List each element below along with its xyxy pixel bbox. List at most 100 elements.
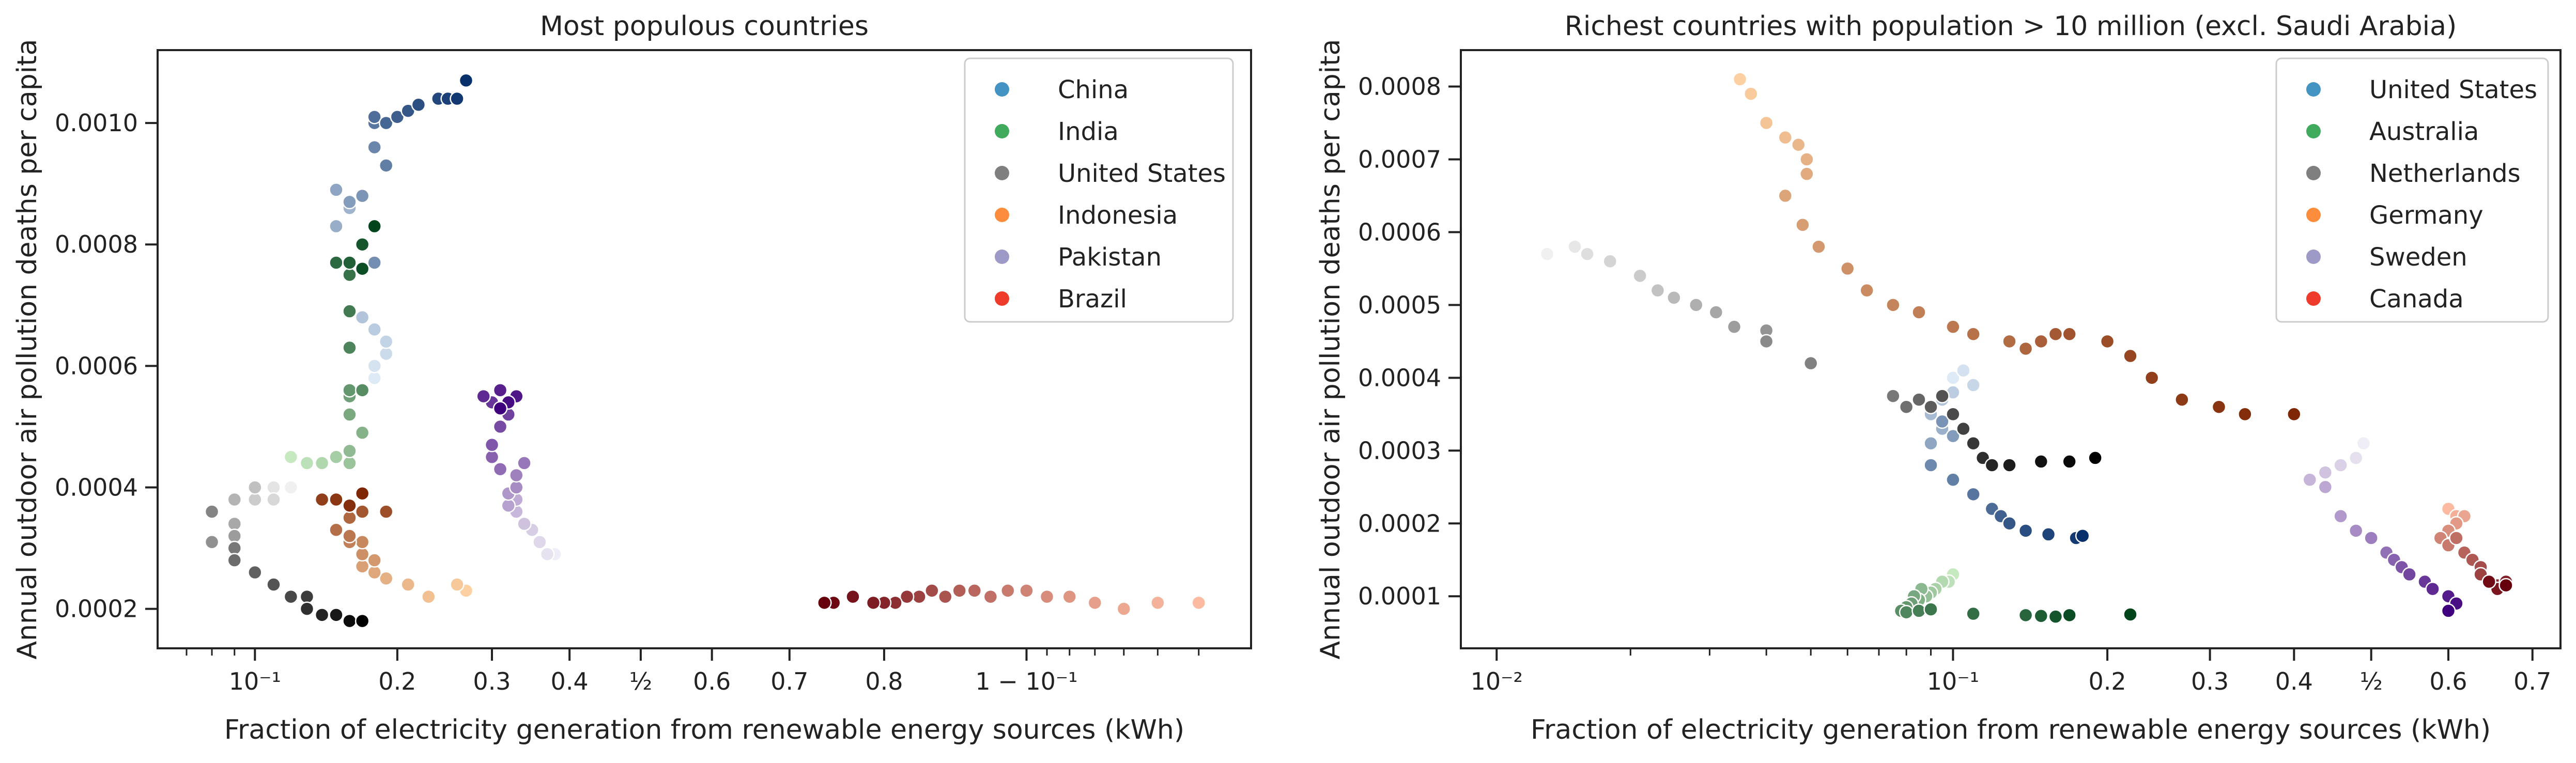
point-india bbox=[283, 449, 299, 464]
point-sweden bbox=[2348, 450, 2364, 465]
legend-marker bbox=[995, 250, 1009, 264]
point-united-states bbox=[299, 589, 315, 604]
point-indonesia bbox=[354, 559, 370, 574]
legend-marker bbox=[995, 82, 1009, 97]
legend-label: Germany bbox=[2369, 201, 2484, 230]
point-australia bbox=[1899, 604, 1914, 620]
point-netherlands bbox=[1923, 399, 1938, 414]
point-germany bbox=[1732, 72, 1748, 87]
x-tick-label: 0.2 bbox=[378, 667, 416, 695]
y-axis-label: Annual outdoor air pollution deaths per … bbox=[12, 39, 43, 660]
point-china bbox=[458, 73, 474, 88]
point-pakistan bbox=[484, 437, 500, 453]
point-united-states bbox=[1966, 487, 1981, 502]
point-india bbox=[342, 304, 357, 319]
x-tick-label: 0.2 bbox=[2089, 667, 2126, 695]
point-sweden bbox=[2348, 523, 2364, 538]
point-netherlands bbox=[1708, 305, 1724, 320]
x-tick-label: 0.6 bbox=[2429, 667, 2467, 695]
point-brazil bbox=[938, 589, 953, 604]
x-tick-label: 10⁻¹ bbox=[229, 667, 281, 695]
point-united-states bbox=[1966, 378, 1981, 393]
y-tick-label: 0.0007 bbox=[1358, 145, 1441, 173]
point-indonesia bbox=[354, 504, 370, 519]
point-brazil bbox=[1191, 595, 1206, 611]
legend-label: Brazil bbox=[1058, 285, 1127, 314]
point-australia bbox=[2048, 609, 2063, 624]
point-pakistan bbox=[484, 449, 500, 464]
point-germany bbox=[1946, 319, 1961, 334]
legend-marker bbox=[2306, 124, 2321, 138]
point-netherlands bbox=[1886, 388, 1901, 403]
point-united-states bbox=[299, 601, 315, 616]
point-india bbox=[354, 261, 370, 276]
point-germany bbox=[2100, 334, 2115, 349]
x-tick-label: 0.6 bbox=[693, 667, 731, 695]
point-united-states bbox=[1946, 472, 1961, 487]
point-netherlands bbox=[1602, 254, 1617, 269]
point-china bbox=[354, 188, 370, 204]
point-brazil bbox=[1019, 583, 1034, 598]
point-australia bbox=[2062, 608, 2077, 623]
point-india bbox=[342, 383, 357, 398]
point-united-states bbox=[2041, 527, 2056, 542]
point-germany bbox=[2048, 326, 2063, 342]
point-united-states bbox=[2075, 528, 2090, 543]
point-china bbox=[378, 346, 394, 362]
y-tick-label: 0.0008 bbox=[1358, 72, 1441, 100]
point-australia bbox=[2123, 607, 2138, 622]
x-tick-label: 0.7 bbox=[2513, 667, 2551, 695]
point-indonesia bbox=[367, 565, 382, 580]
point-netherlands bbox=[1899, 399, 1914, 414]
point-germany bbox=[2062, 326, 2077, 342]
point-germany bbox=[1840, 261, 1855, 276]
point-china bbox=[367, 255, 382, 270]
chart-panel-1: Most populous countries Fraction of elect… bbox=[12, 11, 1252, 745]
point-germany bbox=[1795, 217, 1810, 232]
data-points bbox=[1539, 72, 2513, 624]
point-netherlands bbox=[1632, 268, 1647, 284]
point-united-states bbox=[1923, 458, 1938, 473]
plot-frame bbox=[1460, 49, 2562, 649]
point-germany bbox=[1778, 188, 1793, 204]
point-indonesia bbox=[354, 547, 370, 562]
point-brazil bbox=[983, 589, 998, 604]
point-united-states bbox=[266, 577, 281, 592]
point-india bbox=[354, 237, 370, 252]
point-netherlands bbox=[2002, 458, 2017, 473]
point-china bbox=[367, 370, 382, 386]
legend-box bbox=[2275, 57, 2549, 323]
point-united-states bbox=[248, 480, 263, 495]
point-germany bbox=[1778, 130, 1793, 145]
point-germany bbox=[1859, 283, 1874, 298]
y-tick-label: 0.0002 bbox=[55, 595, 138, 623]
point-sweden bbox=[2333, 508, 2348, 524]
point-india bbox=[342, 340, 357, 355]
y-tick-label: 0.0004 bbox=[1358, 364, 1441, 392]
point-brazil bbox=[967, 583, 982, 598]
legend-label: Canada bbox=[2369, 285, 2464, 314]
point-china bbox=[354, 310, 370, 325]
point-indonesia bbox=[314, 492, 330, 507]
legend-marker bbox=[995, 124, 1009, 138]
point-united-states bbox=[283, 589, 299, 604]
point-netherlands bbox=[1803, 355, 1818, 371]
point-united-states bbox=[283, 480, 299, 495]
point-germany bbox=[1799, 166, 1814, 181]
x-tick-label: 0.7 bbox=[770, 667, 808, 695]
point-china bbox=[329, 182, 344, 197]
point-germany bbox=[1744, 86, 1759, 101]
point-china bbox=[367, 359, 382, 373]
point-netherlands bbox=[1688, 298, 1704, 313]
point-china bbox=[367, 110, 382, 124]
point-pakistan bbox=[539, 547, 555, 562]
plot-frame bbox=[157, 49, 1252, 649]
point-brazil bbox=[1150, 595, 1165, 611]
point-netherlands bbox=[1567, 239, 1582, 254]
point-united-states bbox=[1956, 363, 1971, 378]
point-sweden bbox=[2441, 603, 2456, 618]
point-india bbox=[354, 383, 370, 398]
legend-label: China bbox=[1058, 75, 1129, 104]
point-indonesia bbox=[378, 571, 394, 586]
point-germany bbox=[1759, 115, 1774, 131]
